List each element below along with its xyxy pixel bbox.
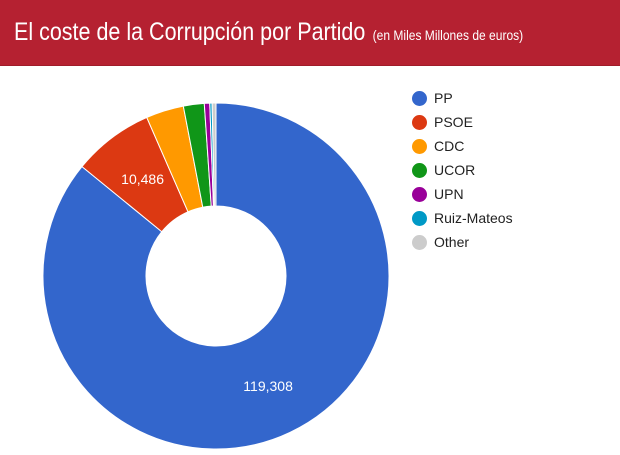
legend-label-ucor: UCOR [434, 162, 476, 178]
legend-item-ruiz-mateos[interactable]: Ruiz-Mateos [412, 206, 513, 230]
legend-swatch-cdc [412, 138, 427, 154]
page-title: El coste de la Corrupción por Partido (e… [14, 18, 523, 47]
legend-swatch-pp [412, 90, 427, 106]
legend-label-psoe: PSOE [434, 114, 473, 130]
title-bar: El coste de la Corrupción por Partido (e… [0, 0, 620, 66]
chart-legend: PP PSOE CDC UCOR UPN Ruiz-Mateos Other [412, 86, 513, 254]
slice-other[interactable] [211, 102, 217, 207]
legend-swatch-psoe [412, 114, 427, 130]
legend-item-psoe[interactable]: PSOE [412, 110, 513, 134]
data-label-psoe: 10,486 [121, 171, 164, 187]
slice-pp[interactable] [42, 102, 390, 450]
donut-chart: 119,308 10,486 [42, 102, 390, 450]
legend-swatch-other [412, 234, 427, 250]
legend-swatch-ruiz-mateos [412, 210, 427, 226]
legend-item-other[interactable]: Other [412, 230, 513, 254]
legend-label-upn: UPN [434, 186, 464, 202]
legend-item-cdc[interactable]: CDC [412, 134, 513, 158]
legend-swatch-upn [412, 186, 427, 202]
chart-subtitle: (en Miles Millones de euros) [372, 27, 524, 43]
legend-label-cdc: CDC [434, 138, 465, 154]
legend-label-pp: PP [434, 90, 453, 106]
legend-item-ucor[interactable]: UCOR [412, 158, 513, 182]
legend-item-upn[interactable]: UPN [412, 182, 513, 206]
legend-swatch-ucor [412, 162, 427, 178]
legend-label-other: Other [434, 234, 470, 250]
chart-title: El coste de la Corrupción por Partido [14, 18, 366, 46]
legend-label-ruiz-mateos: Ruiz-Mateos [434, 210, 513, 226]
data-label-pp: 119,308 [243, 378, 293, 394]
legend-item-pp[interactable]: PP [412, 86, 513, 110]
